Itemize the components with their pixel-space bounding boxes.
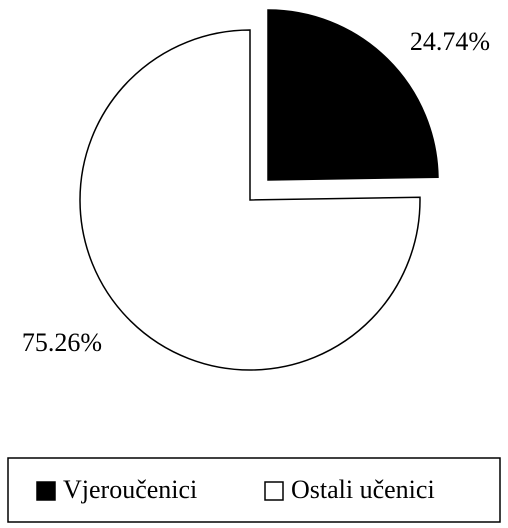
pie-slice [79,29,421,371]
legend-swatch [264,481,284,501]
legend-swatch [36,481,56,501]
legend-label: Vjeroučenici [63,475,197,504]
legend-label: Ostali učenici [291,475,435,504]
pie-slice [267,9,439,181]
legend-box [7,457,501,523]
value-label: 75.26% [22,328,102,357]
value-label: 24.74% [410,27,490,56]
